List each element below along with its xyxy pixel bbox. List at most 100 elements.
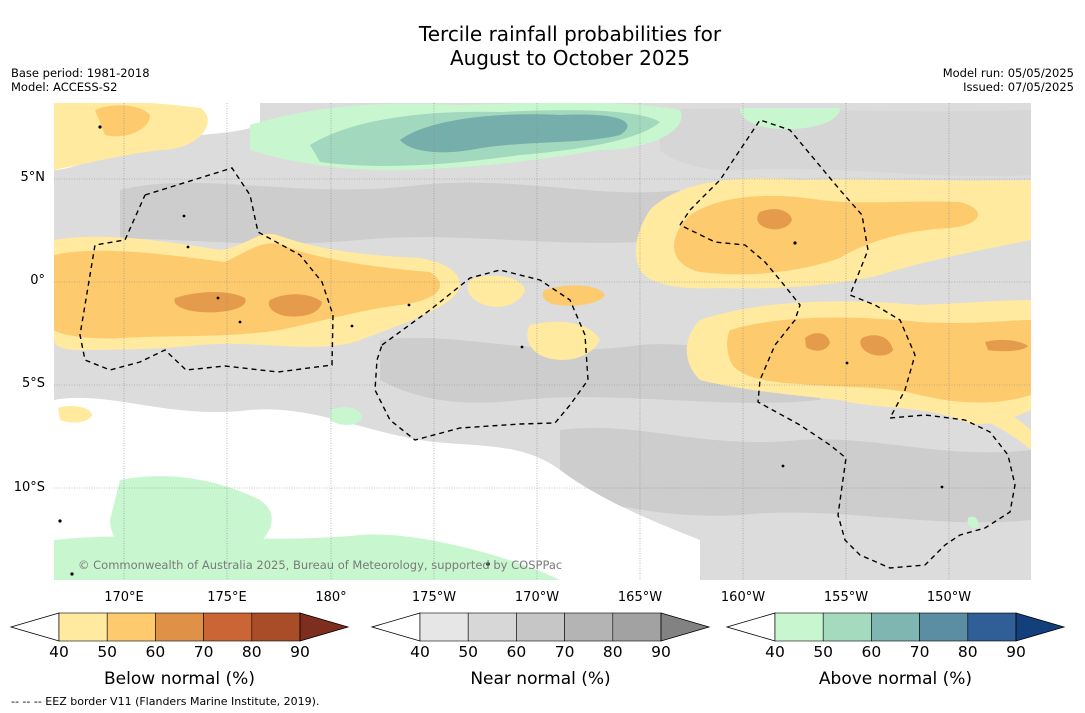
map-shading [54, 103, 1031, 580]
below-normal-50-ne [673, 195, 979, 275]
below-normal-50 [95, 105, 150, 137]
graticule [54, 103, 1031, 580]
below-normal-60 [757, 209, 792, 230]
colorbar-cell [467, 612, 517, 642]
colorbar-min-arrow [9, 612, 60, 642]
island [70, 572, 74, 576]
near-normal-patch [120, 182, 680, 244]
eez-phoenix [374, 269, 589, 441]
colorbar-min-arrow [370, 612, 421, 642]
lon-label-180: 180° [315, 590, 347, 605]
colorbar-tick-label: 90 [290, 643, 310, 661]
colorbar-tick-label: 70 [554, 643, 575, 661]
island [781, 464, 785, 468]
colorbar-cell [564, 612, 614, 642]
island [793, 241, 797, 245]
colorbar-cell [203, 612, 253, 642]
lat-label-10s: 10°S [13, 480, 45, 495]
copyright-credit: © Commonwealth of Australia 2025, Bureau… [78, 558, 563, 572]
below-normal-40 [58, 406, 92, 423]
colorbar-tick-label: 60 [145, 643, 166, 661]
colorbar-cell [251, 612, 301, 642]
colorbar-cell [612, 612, 662, 642]
meta-left: Base period: 1981-2018 Model: ACCESS-S2 [11, 66, 150, 94]
colorbar-tick-label: 60 [506, 643, 527, 661]
colorbar-tick-label: 90 [1006, 643, 1026, 661]
colorbar-tick-label: 70 [909, 643, 930, 661]
eez-borders [79, 119, 1016, 569]
lon-label-175w: 175°W [411, 590, 457, 605]
lon-label-165w: 165°W [617, 590, 663, 605]
meta-right: Model run: 05/05/2025 Issued: 07/05/2025 [943, 66, 1074, 94]
island [845, 361, 849, 365]
colorbar-cell [967, 612, 1017, 642]
near-normal-patch [560, 427, 1031, 523]
lon-label-155w: 155°W [823, 590, 869, 605]
below-normal-60 [860, 335, 893, 356]
eez-kiribati-gilbert [79, 167, 334, 373]
islands [58, 125, 944, 576]
near-normal-patch [660, 108, 1031, 177]
island [182, 214, 186, 218]
issued-date: Issued: 07/05/2025 [963, 80, 1074, 94]
island [940, 485, 944, 489]
colorbar-cell [919, 612, 969, 642]
colorbar-tick-label: 60 [861, 643, 882, 661]
colorbar-tick-label: 50 [97, 643, 118, 661]
island [520, 345, 524, 349]
colorbar-cell [871, 612, 920, 642]
island [238, 320, 242, 324]
base-period: Base period: 1981-2018 [11, 66, 150, 80]
colorbar-title: Near normal (%) [470, 669, 611, 689]
eez-footnote: -- -- -- EEZ border V11 (Flanders Marine… [11, 695, 320, 708]
island [216, 296, 220, 300]
below-normal-50-se [727, 317, 1031, 403]
island [350, 324, 354, 328]
colorbar-cell [774, 612, 824, 642]
chart-title: Tercile rainfall probabilities for Augus… [0, 22, 1085, 70]
above-normal-60 [400, 114, 628, 153]
island [98, 125, 102, 129]
colorbar-tick-label: 70 [193, 643, 214, 661]
below-normal-60 [805, 333, 830, 351]
colorbar-tick-label: 80 [602, 643, 623, 661]
colorbar-tick-label: 40 [765, 643, 785, 661]
below-normal-north [54, 103, 208, 170]
lat-label-0: 0° [30, 273, 45, 288]
above-normal-east [740, 108, 840, 130]
model-name: Model: ACCESS-S2 [11, 80, 118, 94]
colorbar-max-arrow [660, 612, 711, 642]
colorbar-tick-label: 80 [957, 643, 978, 661]
colorbar-cell [822, 612, 872, 642]
island [486, 562, 490, 566]
model-run: Model run: 05/05/2025 [942, 66, 1074, 80]
colorbar-tick-label: 90 [651, 643, 671, 661]
island [58, 519, 62, 523]
colorbar-tick-label: 80 [241, 643, 262, 661]
colorbar-cell [106, 612, 156, 642]
colorbar-tick-label: 50 [458, 643, 479, 661]
island [186, 245, 190, 249]
title-line-1: Tercile rainfall probabilities for [418, 22, 722, 46]
colorbar-min-arrow [725, 612, 776, 642]
island [407, 303, 411, 307]
colorbar-tick-label: 50 [813, 643, 834, 661]
colorbar-max-arrow [1015, 612, 1066, 642]
below-normal-50 [542, 285, 605, 306]
title-line-2: August to October 2025 [449, 46, 691, 70]
colorbar-tick-label: 40 [410, 643, 430, 661]
lat-label-5n: 5°N [20, 170, 46, 185]
lon-label-170w: 170°W [514, 590, 560, 605]
below-normal-60 [268, 294, 322, 317]
lon-label-170e: 170°E [104, 590, 144, 605]
below-normal-60 [985, 339, 1028, 352]
lon-label-150w: 150°W [926, 590, 972, 605]
colorbar-title: Above normal (%) [818, 669, 973, 689]
colorbar-tick-label: 40 [49, 643, 69, 661]
above-normal-40 [967, 516, 979, 529]
below-normal-40 [467, 275, 525, 307]
colorbar-title: Below normal (%) [104, 669, 255, 689]
colorbar-cell [419, 612, 469, 642]
colorbar-cell [58, 612, 108, 642]
